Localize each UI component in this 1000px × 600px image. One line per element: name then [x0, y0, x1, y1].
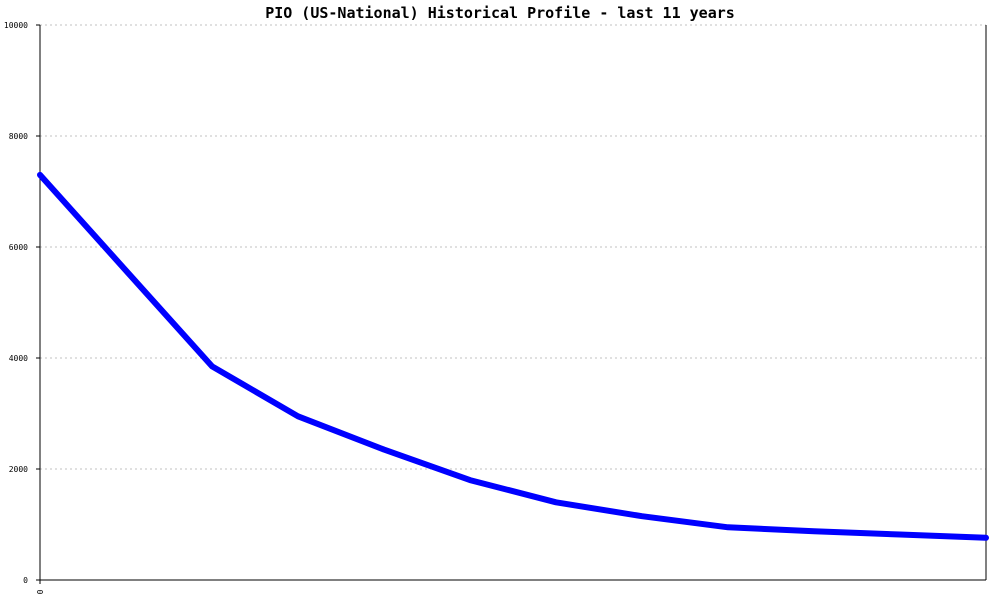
- y-tick-label: 0: [23, 576, 28, 585]
- series-lines: [37, 171, 989, 541]
- chart-title: PIO (US-National) Historical Profile - l…: [265, 4, 735, 22]
- axes: [36, 24, 987, 584]
- y-tick-label: 6000: [9, 243, 28, 252]
- y-tick-label: 8000: [9, 132, 28, 141]
- series-line: [37, 171, 989, 541]
- y-tick-label: 10000: [4, 21, 28, 30]
- x-tick-labels: 0: [36, 589, 45, 594]
- y-tick-label: 4000: [9, 354, 28, 363]
- y-tick-label: 2000: [9, 465, 28, 474]
- gridlines: [40, 24, 986, 470]
- y-tick-labels: 0 2000 4000 6000 8000 10000: [4, 21, 28, 585]
- x-tick-label: 0: [36, 589, 45, 594]
